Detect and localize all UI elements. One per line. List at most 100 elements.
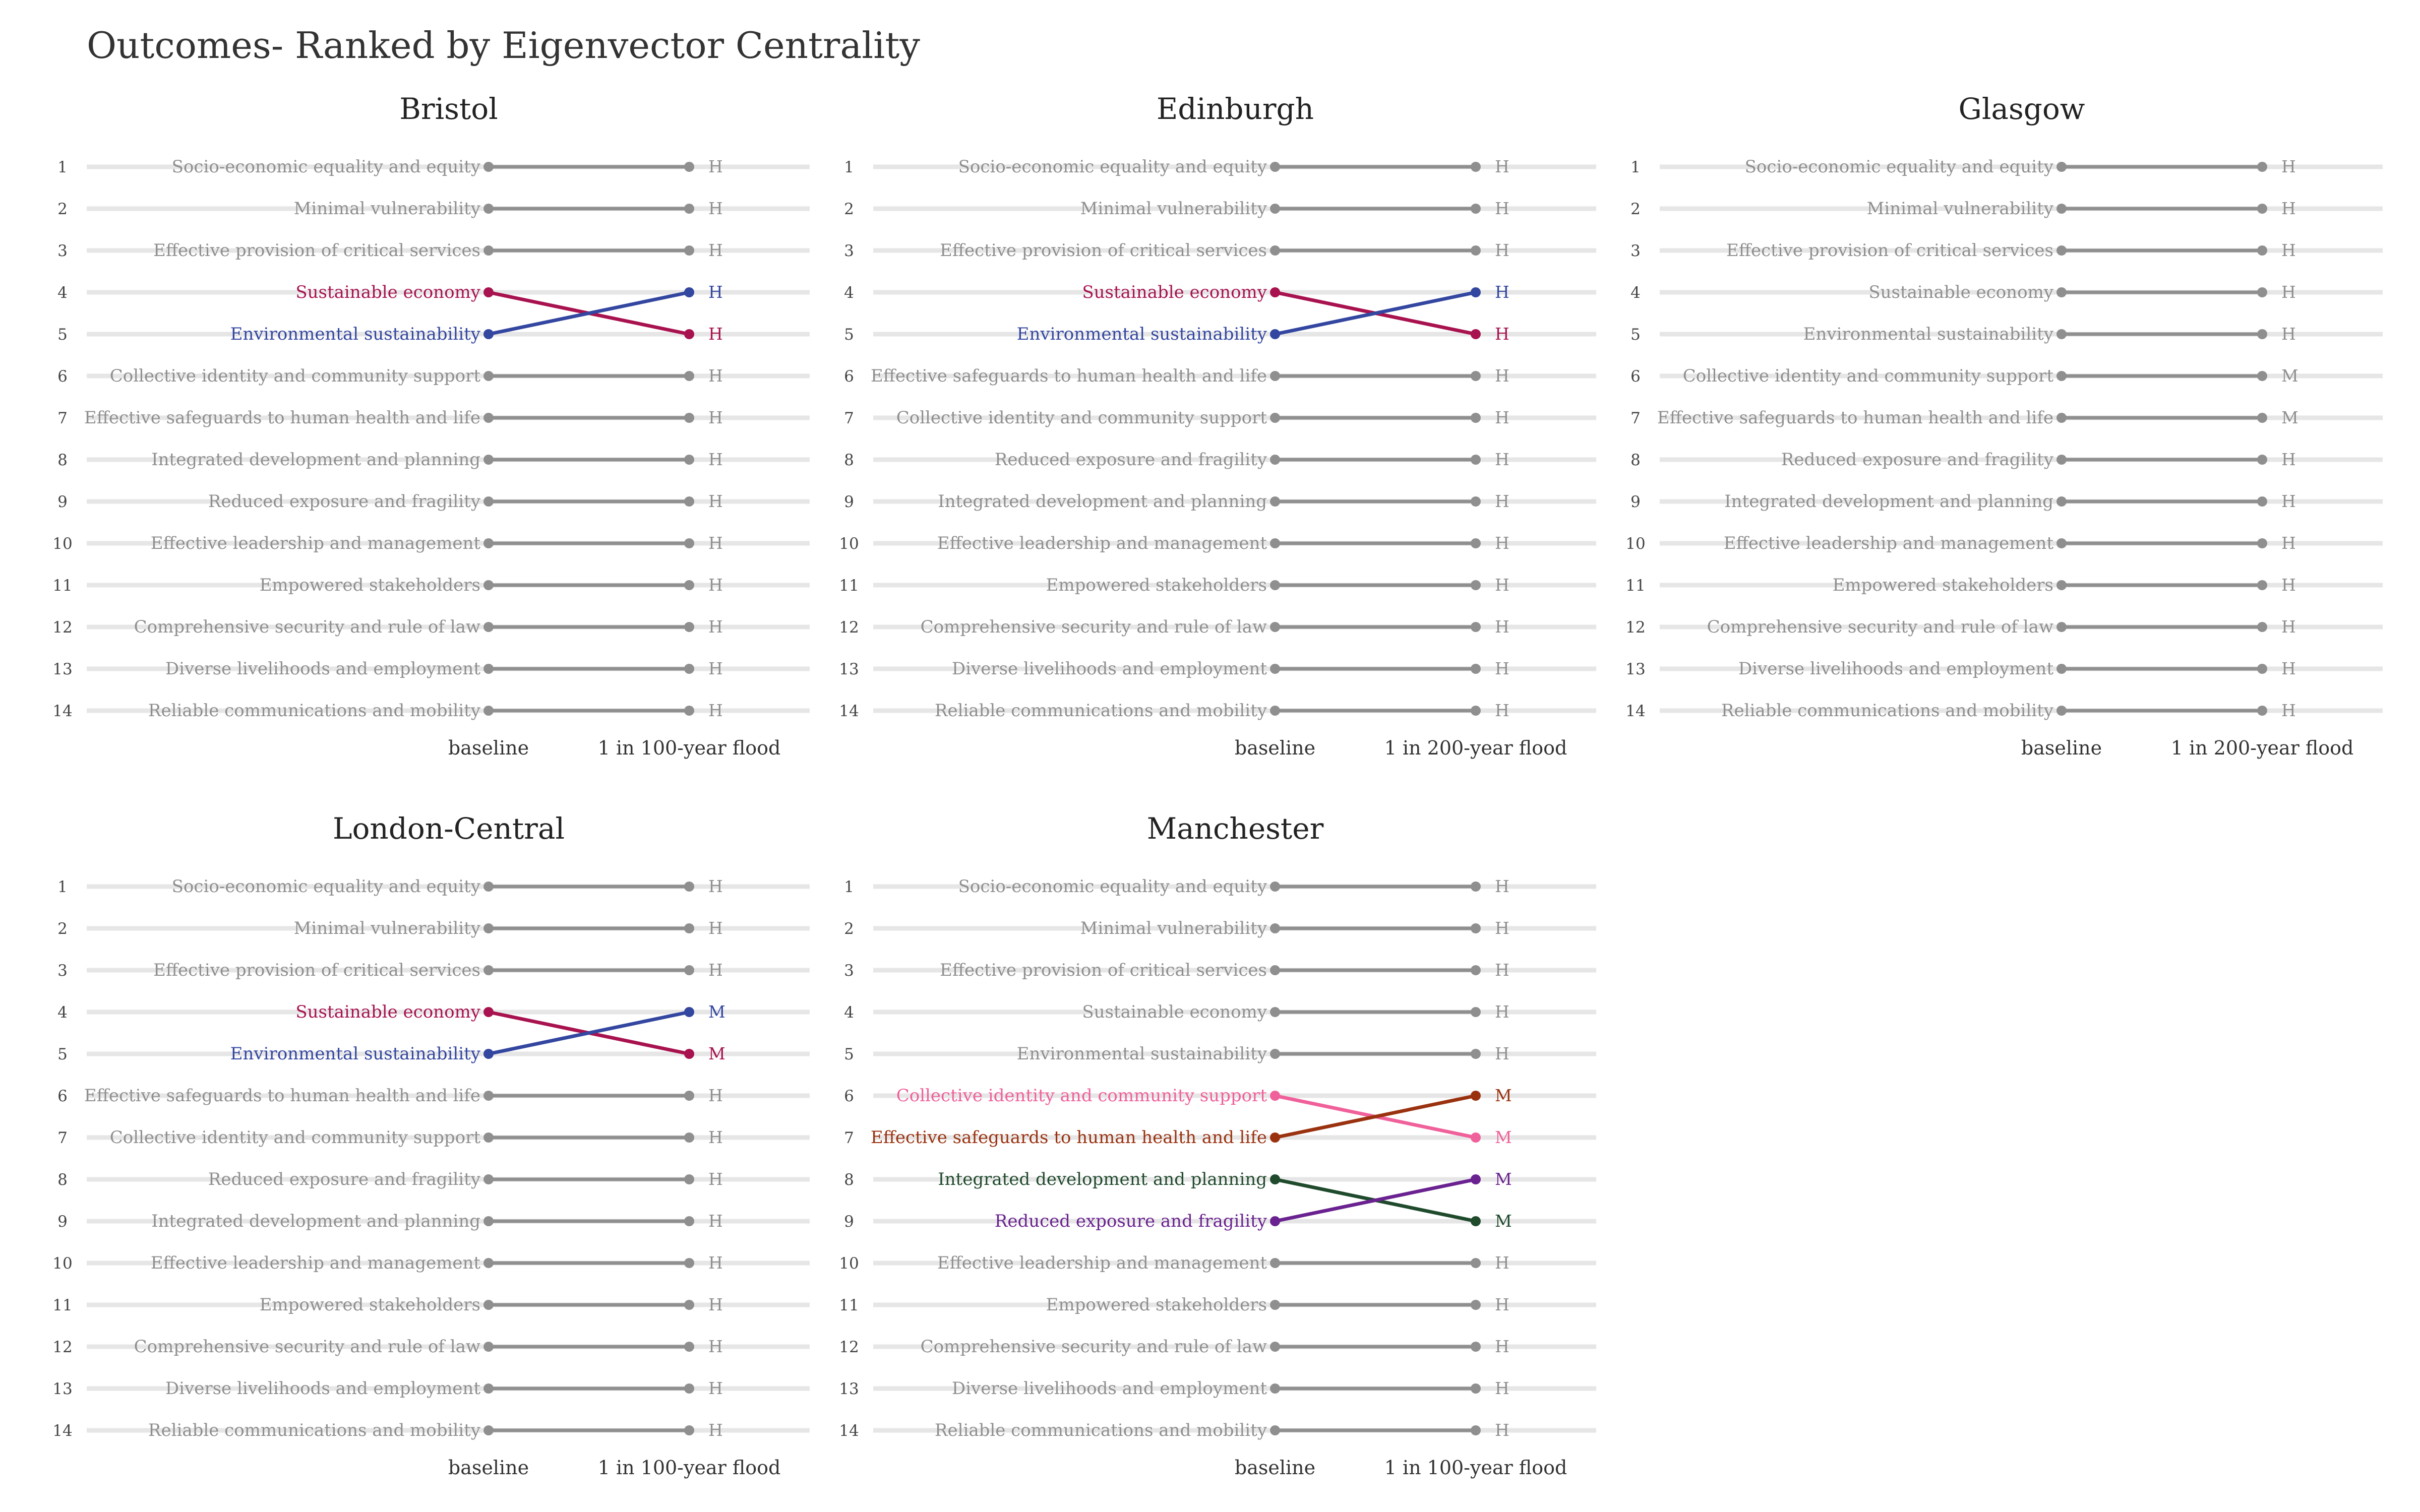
scenario-point (684, 622, 694, 632)
level-label: H (708, 533, 723, 553)
rank-number: 1 (1630, 158, 1641, 176)
level-label: H (2281, 617, 2296, 637)
baseline-point (1270, 1174, 1280, 1184)
level-label: H (2281, 282, 2296, 302)
x-axis-label-baseline: baseline (448, 737, 529, 759)
baseline-point (1270, 1383, 1280, 1394)
scenario-point (2257, 455, 2267, 465)
scenario-point (684, 664, 694, 674)
baseline-point (1270, 455, 1280, 465)
rank-number: 3 (844, 962, 854, 980)
rank-number: 9 (844, 1213, 854, 1231)
slope-line (487, 290, 691, 336)
level-label: H (1495, 1044, 1509, 1063)
rank-number: 12 (1625, 618, 1645, 637)
scenario-point (2257, 245, 2267, 256)
rank-number: 5 (1630, 326, 1641, 344)
scenario-point (1471, 455, 1481, 465)
level-label: H (2281, 575, 2296, 595)
level-label: H (708, 1378, 723, 1398)
scenario-point (684, 1300, 694, 1310)
baseline-point (1270, 965, 1280, 975)
chart-title: Outcomes- Ranked by Eigenvector Centrali… (87, 24, 920, 67)
scenario-point (1471, 329, 1481, 339)
baseline-point (483, 1216, 494, 1226)
baseline-point (483, 1049, 494, 1059)
scenario-point (1471, 496, 1481, 507)
level-label: H (1495, 659, 1509, 678)
rank-number: 8 (1630, 451, 1641, 469)
baseline-point (483, 1174, 494, 1184)
scenario-point (684, 965, 694, 975)
scenario-point (1471, 1342, 1481, 1352)
outcome-label: Diverse livelihoods and employment (952, 1378, 1267, 1399)
rank-number: 1 (844, 878, 854, 896)
level-label: H (1495, 1378, 1509, 1398)
rank-number: 11 (52, 1296, 72, 1314)
level-label: H (2281, 157, 2296, 176)
scenario-point (2257, 413, 2267, 423)
level-label: H (708, 450, 723, 469)
baseline-point (2056, 287, 2067, 297)
baseline-point (1270, 923, 1280, 933)
baseline-point (483, 1007, 494, 1017)
baseline-point (483, 622, 494, 632)
scenario-point (684, 1174, 694, 1184)
outcome-label: Diverse livelihoods and employment (165, 1378, 480, 1399)
scenario-point (684, 1258, 694, 1268)
level-label: H (708, 491, 723, 511)
outcome-label: Effective leadership and management (937, 1253, 1267, 1273)
scenario-point (1471, 622, 1481, 632)
x-axis-label-baseline: baseline (448, 1457, 529, 1479)
baseline-point (2056, 413, 2067, 423)
rank-number: 10 (839, 535, 859, 553)
baseline-point (1270, 371, 1280, 381)
baseline-point (483, 245, 494, 256)
scenario-point (2257, 496, 2267, 507)
outcome-label: Effective provision of critical services (1726, 240, 2053, 261)
scenario-point (684, 204, 694, 214)
baseline-point (1270, 329, 1280, 339)
level-label: M (708, 1044, 725, 1063)
x-axis-label-scenario: 1 in 100-year flood (1384, 1457, 1567, 1479)
level-label: M (1495, 1211, 1512, 1231)
rank-number: 13 (1625, 660, 1645, 678)
scenario-point (1471, 538, 1481, 548)
baseline-point (483, 881, 494, 892)
scenario-point (2257, 580, 2267, 590)
rank-number: 10 (52, 1254, 72, 1273)
scenario-point (1471, 371, 1481, 381)
outcome-label: Reduced exposure and fragility (1781, 450, 2054, 470)
outcome-label: Comprehensive security and rule of law (921, 1337, 1267, 1357)
scenario-point (1471, 413, 1481, 423)
level-label: H (708, 1086, 723, 1105)
panel-edinburgh: Edinburgh1234567891011121314Socio-econom… (839, 92, 1596, 759)
scenario-point (2257, 287, 2267, 297)
outcome-label: Diverse livelihoods and employment (1738, 659, 2053, 679)
outcome-label: Minimal vulnerability (1080, 199, 1267, 219)
rank-number: 7 (844, 409, 854, 427)
baseline-point (483, 1091, 494, 1101)
rank-number: 11 (839, 1296, 859, 1314)
panel-manchester: Manchester1234567891011121314Socio-econo… (839, 811, 1596, 1479)
baseline-point (1270, 1132, 1280, 1143)
level-label: H (708, 659, 723, 678)
x-axis-label-scenario: 1 in 200-year flood (1384, 737, 1567, 759)
baseline-point (2056, 245, 2067, 256)
rank-number: 7 (57, 1129, 68, 1147)
outcome-label: Socio-economic equality and equity (958, 876, 1267, 897)
rank-number: 14 (839, 1422, 859, 1440)
x-axis-label-baseline: baseline (2021, 737, 2102, 759)
level-label: M (1495, 1127, 1512, 1147)
scenario-point (2257, 329, 2267, 339)
outcome-label: Sustainable economy (1868, 282, 2053, 302)
rank-number: 6 (57, 1087, 68, 1105)
outcome-label: Environmental sustainability (1017, 324, 1267, 344)
x-axis-label-scenario: 1 in 100-year flood (598, 737, 781, 759)
rank-number: 4 (1630, 284, 1641, 302)
slope-line (1273, 290, 1478, 336)
level-label: H (1495, 1253, 1509, 1273)
scenario-point (1471, 1132, 1481, 1143)
baseline-point (483, 1300, 494, 1310)
